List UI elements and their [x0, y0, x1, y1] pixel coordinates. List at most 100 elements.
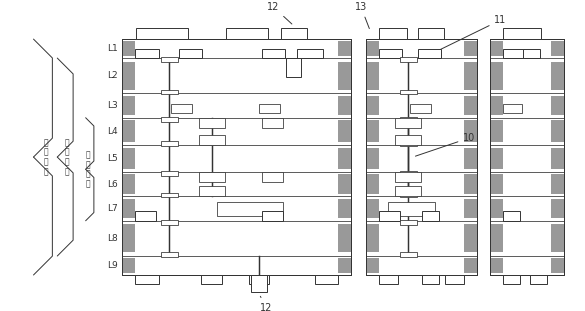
Bar	[418, 28, 444, 39]
Bar	[216, 202, 283, 216]
Bar	[422, 275, 439, 285]
Bar	[366, 96, 379, 115]
Bar	[400, 57, 417, 62]
Bar	[338, 96, 352, 115]
Bar	[122, 96, 135, 115]
Bar	[161, 141, 178, 146]
Bar	[490, 147, 503, 169]
Text: 10: 10	[415, 133, 476, 156]
Bar	[338, 224, 352, 253]
Bar	[400, 193, 417, 197]
Bar	[490, 174, 503, 194]
Bar	[550, 41, 564, 56]
Bar	[281, 28, 307, 39]
Bar	[464, 258, 477, 273]
Bar	[523, 49, 540, 58]
Bar	[199, 172, 225, 182]
Bar	[530, 275, 547, 285]
Bar	[366, 62, 379, 90]
Bar	[490, 199, 503, 218]
Bar	[400, 117, 417, 122]
Bar	[550, 120, 564, 142]
Bar	[262, 49, 285, 58]
Bar	[550, 96, 564, 115]
Bar	[366, 258, 379, 273]
Bar	[249, 275, 269, 285]
Bar	[250, 275, 267, 292]
Bar	[490, 96, 503, 115]
Text: L7: L7	[106, 204, 118, 213]
Bar	[550, 62, 564, 90]
Bar	[400, 171, 417, 176]
Text: 一
次
压
合: 一 次 压 合	[85, 150, 90, 188]
Text: L8: L8	[106, 234, 118, 243]
Bar	[445, 275, 464, 285]
Bar	[259, 104, 280, 113]
Bar	[161, 252, 178, 257]
Bar	[161, 90, 178, 94]
Bar	[199, 118, 225, 128]
Bar	[297, 49, 323, 58]
Bar	[395, 172, 421, 182]
Bar	[161, 220, 178, 225]
Bar	[464, 41, 477, 56]
Bar	[262, 118, 283, 128]
Text: L2: L2	[107, 71, 118, 80]
Bar	[550, 199, 564, 218]
Bar	[400, 90, 417, 94]
Bar	[226, 28, 269, 39]
Bar	[122, 62, 135, 90]
Bar	[464, 62, 477, 90]
Bar	[464, 199, 477, 218]
Bar	[122, 39, 352, 275]
Bar	[490, 120, 503, 142]
Bar	[122, 258, 135, 273]
Bar	[179, 49, 202, 58]
Bar	[400, 141, 417, 146]
Bar	[395, 186, 421, 196]
Bar	[338, 147, 352, 169]
Bar	[338, 174, 352, 194]
Bar	[503, 104, 522, 113]
Bar	[135, 49, 159, 58]
Bar	[503, 49, 524, 58]
Bar	[366, 39, 477, 275]
Text: L3: L3	[106, 101, 118, 110]
Bar	[122, 199, 135, 218]
Bar	[550, 258, 564, 273]
Bar	[262, 172, 283, 182]
Bar	[464, 120, 477, 142]
Bar	[379, 49, 402, 58]
Bar	[464, 174, 477, 194]
Bar	[122, 224, 135, 253]
Bar	[388, 202, 435, 216]
Bar	[201, 275, 222, 285]
Bar	[161, 171, 178, 176]
Text: L6: L6	[106, 180, 118, 189]
Bar	[422, 211, 439, 221]
Bar	[171, 104, 192, 113]
Bar	[338, 199, 352, 218]
Bar	[135, 211, 156, 221]
Bar	[464, 147, 477, 169]
Bar	[395, 135, 421, 145]
Bar	[464, 224, 477, 253]
Bar	[490, 39, 564, 275]
Bar	[464, 96, 477, 115]
Bar	[550, 147, 564, 169]
Bar	[161, 193, 178, 197]
Bar	[315, 275, 338, 285]
Bar	[379, 28, 407, 39]
Bar	[379, 275, 398, 285]
Bar	[161, 57, 178, 62]
Bar	[490, 41, 503, 56]
Bar	[366, 120, 379, 142]
Text: L9: L9	[106, 261, 118, 270]
Bar	[199, 186, 225, 196]
Bar	[366, 199, 379, 218]
Bar	[366, 224, 379, 253]
Bar	[503, 28, 541, 39]
Bar	[490, 258, 503, 273]
Text: L1: L1	[106, 44, 118, 53]
Bar	[490, 39, 564, 275]
